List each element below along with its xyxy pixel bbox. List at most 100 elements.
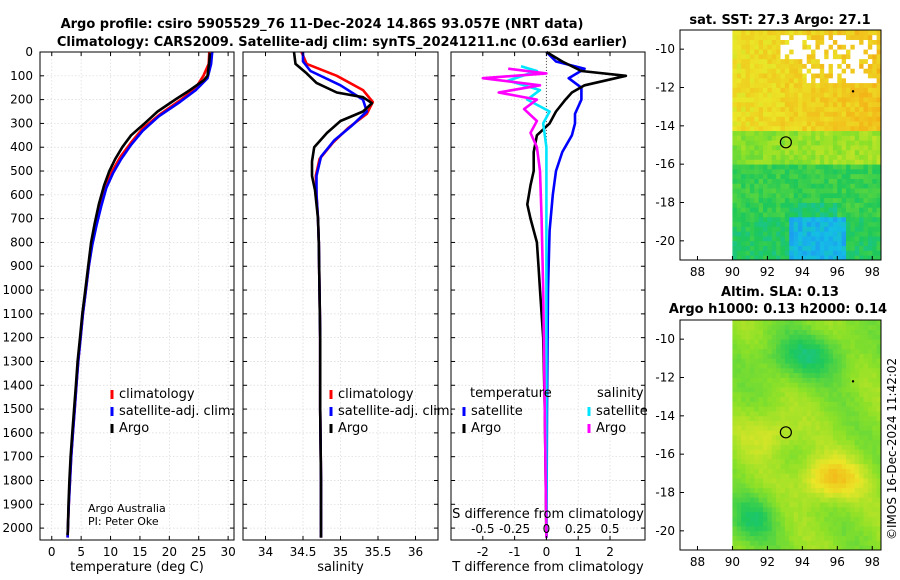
heatmap-cell <box>841 178 847 184</box>
heatmap-cell <box>854 463 860 469</box>
heatmap-cell <box>841 535 847 541</box>
heatmap-cell <box>802 458 808 465</box>
heatmap-cell <box>811 401 816 407</box>
heatmap-cell <box>863 87 869 93</box>
heatmap-cell <box>872 444 878 450</box>
y-tick-label: 1000 <box>2 283 33 297</box>
heatmap-cell <box>819 478 825 484</box>
heatmap-cell <box>767 406 773 412</box>
heatmap-cell <box>867 506 873 513</box>
heatmap-cell <box>854 420 860 426</box>
heatmap-cell <box>793 343 799 350</box>
heatmap-cell <box>832 53 838 60</box>
heatmap-cell <box>841 111 847 117</box>
heatmap-cell <box>867 255 873 261</box>
heatmap-cell <box>859 454 864 460</box>
heatmap-cell <box>789 377 795 383</box>
heatmap-cell <box>736 44 742 50</box>
heatmap-cell <box>784 372 790 378</box>
heatmap-cell <box>824 154 829 160</box>
heatmap-cell <box>815 454 821 460</box>
heatmap-cell <box>802 49 808 55</box>
series-line <box>292 51 374 538</box>
heatmap-cell <box>741 358 746 364</box>
heatmap-cell <box>802 334 808 340</box>
heatmap-cell <box>867 53 873 60</box>
heatmap-cell <box>806 334 812 340</box>
heatmap-cell <box>811 497 816 503</box>
heatmap-cell <box>819 154 825 160</box>
heatmap-cell <box>846 183 851 189</box>
heatmap-cell <box>741 111 746 117</box>
heatmap-cell <box>837 44 843 50</box>
heatmap-cell <box>784 411 790 417</box>
heatmap-cell <box>797 473 803 479</box>
heatmap-cell <box>811 435 816 441</box>
heatmap-cell <box>867 454 873 460</box>
heatmap-cell <box>863 411 869 417</box>
heatmap-cell <box>732 391 738 398</box>
heatmap-cell <box>819 530 825 537</box>
heatmap-cell <box>754 411 760 417</box>
heatmap-cell <box>811 226 816 232</box>
heatmap-cell <box>832 149 838 155</box>
heatmap-cell <box>789 468 795 474</box>
heatmap-cell <box>854 382 860 388</box>
heatmap-cell <box>828 439 834 445</box>
heatmap-cell <box>736 53 742 60</box>
heatmap-cell <box>863 178 869 184</box>
heatmap-cell <box>841 202 847 208</box>
heatmap-cell <box>859 348 864 354</box>
heatmap-cell <box>872 348 878 354</box>
x-tick-label: -1 <box>509 545 521 559</box>
heatmap-cell <box>859 106 864 112</box>
heatmap-cell <box>863 358 869 364</box>
heatmap-cell <box>863 77 869 84</box>
heatmap-cell <box>749 106 755 112</box>
heatmap-cell <box>854 250 860 256</box>
heatmap-cell <box>797 401 803 407</box>
x-axis-label: temperature (deg C) <box>70 560 204 575</box>
heatmap-cell <box>806 458 812 465</box>
heatmap-cell <box>784 334 790 340</box>
temperature-profile-panel: 0 5 10 15 20 25 300100200300400500600700800900… <box>2 45 235 575</box>
heatmap-cell <box>754 478 760 484</box>
heatmap-cell <box>789 449 795 455</box>
heatmap-cell <box>754 382 760 388</box>
heatmap-cell <box>741 530 746 537</box>
heatmap-cell <box>850 406 856 412</box>
heatmap-cell <box>793 188 799 194</box>
heatmap-cell <box>802 188 808 194</box>
heatmap-cell <box>758 39 764 45</box>
heatmap-cell <box>776 358 781 364</box>
heatmap-cell <box>846 221 851 227</box>
heatmap-cell <box>763 231 768 237</box>
heatmap-cell <box>754 63 760 69</box>
heatmap-cell <box>754 49 760 55</box>
heatmap-cell <box>789 178 795 184</box>
heatmap-cell <box>854 145 860 151</box>
heatmap-cell <box>819 164 825 170</box>
heatmap-cell <box>771 39 777 45</box>
heatmap-cell <box>850 435 856 441</box>
heatmap-cell <box>846 320 851 326</box>
heatmap-cell <box>806 178 812 184</box>
heatmap-cell <box>797 240 803 247</box>
heatmap-cell <box>850 430 856 436</box>
legend-label: Argo <box>338 421 368 436</box>
heatmap-cell <box>867 387 873 393</box>
heatmap-cell <box>767 334 773 340</box>
heatmap-cell <box>732 159 738 165</box>
heatmap-cell <box>824 449 829 455</box>
heatmap-cell <box>802 130 808 136</box>
heatmap-cell <box>854 92 860 98</box>
legend-label: satellite-adj. clim. <box>119 404 235 419</box>
heatmap-cell <box>749 334 755 340</box>
x-tick-label: 15 <box>132 545 147 559</box>
heatmap-cell <box>780 39 786 45</box>
heatmap-cell <box>789 255 795 261</box>
heatmap-cell <box>745 415 751 422</box>
heatmap-cell <box>771 34 777 40</box>
heatmap-cell <box>767 130 773 136</box>
heatmap-cell <box>767 387 773 393</box>
